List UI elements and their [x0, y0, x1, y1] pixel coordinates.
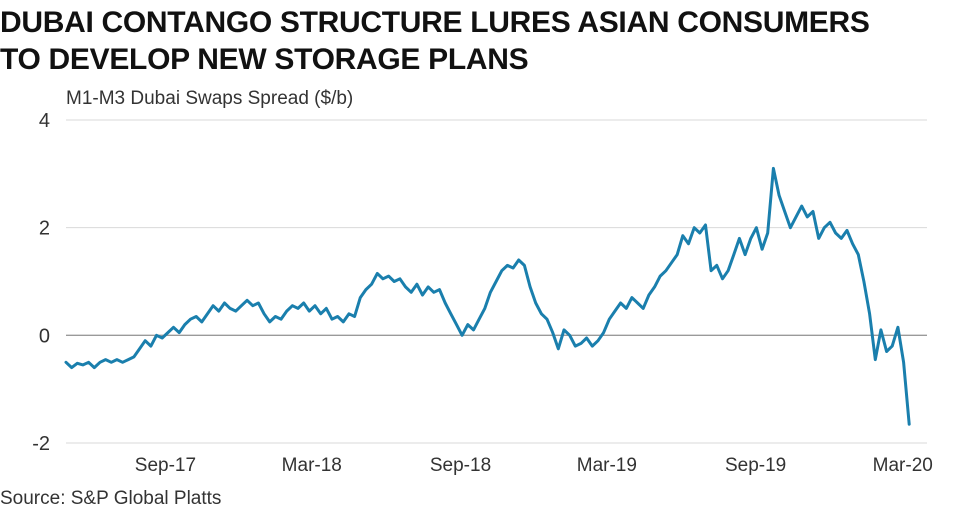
y-tick-label: 2 [39, 218, 50, 240]
line-chart: M1-M3 Dubai Swaps Spread ($/b) 4 2 0 -2 Sep-1… [32, 88, 933, 476]
y-axis-title: M1-M3 Dubai Swaps Spread ($/b) [66, 88, 353, 109]
chart-title-line-1: DUBAI CONTANGO STRUCTURE LURES ASIAN CON… [0, 6, 870, 39]
x-tick-label: Sep-18 [430, 455, 491, 476]
x-tick-label: Sep-19 [725, 455, 786, 476]
chart-title: DUBAI CONTANGO STRUCTURE LURES ASIAN CON… [0, 4, 960, 78]
x-tick-label: Sep-17 [135, 455, 196, 476]
source-note: Source: S&P Global Platts [0, 488, 222, 509]
x-tick-label: Mar-20 [873, 455, 933, 476]
series-layer [64, 166, 911, 426]
y-tick-label: -2 [32, 433, 50, 455]
series-line-1 [64, 166, 911, 426]
y-tick-label: 4 [39, 110, 50, 132]
chart-title-line-2: TO DEVELOP NEW STORAGE PLANS [0, 43, 529, 76]
y-tick-label: 0 [39, 325, 50, 347]
x-tick-label: Mar-18 [282, 455, 342, 476]
gridlines [66, 119, 927, 444]
axes: M1-M3 Dubai Swaps Spread ($/b) 4 2 0 -2 Sep-1… [32, 88, 933, 476]
x-tick-label: Mar-19 [577, 455, 637, 476]
